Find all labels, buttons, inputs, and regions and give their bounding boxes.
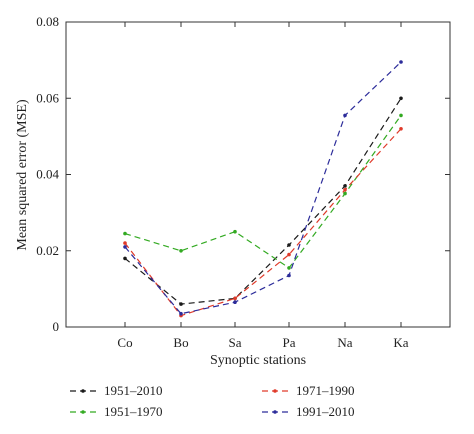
data-point <box>233 229 237 234</box>
series-4 <box>123 60 403 316</box>
y-tick-label: 0.08 <box>36 14 59 29</box>
series-layer <box>123 60 403 318</box>
y-tick-label: 0.06 <box>36 90 59 105</box>
legend-item: 1951–2010 <box>70 383 163 398</box>
legend-label: 1971–1990 <box>296 383 355 398</box>
y-axis-title: Mean squared error (MSE) <box>15 99 30 251</box>
data-point <box>179 249 183 253</box>
x-axis: Co Bo Sa Pa Na Ka <box>117 22 409 350</box>
data-point <box>399 127 403 131</box>
x-tick-label: Ka <box>393 335 408 350</box>
legend: 1951–2010 1951–1970 1971–1990 1991–2010 <box>70 383 355 419</box>
data-point <box>123 231 127 236</box>
legend-marker <box>81 389 85 393</box>
x-tick-label: Na <box>337 335 352 350</box>
data-point <box>233 296 237 301</box>
x-tick-label: Bo <box>173 335 188 350</box>
x-tick-label: Sa <box>229 335 242 350</box>
y-tick-label: 0.02 <box>36 243 59 258</box>
legend-marker <box>273 389 277 393</box>
legend-item: 1971–1990 <box>262 383 355 398</box>
x-tick-label: Pa <box>283 335 296 350</box>
data-point <box>399 60 403 64</box>
y-tick-label: 0 <box>53 319 60 334</box>
legend-marker <box>273 410 277 414</box>
data-point <box>399 96 403 101</box>
x-axis-title: Synoptic stations <box>210 353 306 368</box>
data-point <box>123 256 127 261</box>
data-point <box>123 241 127 245</box>
data-point <box>343 184 347 188</box>
series-line <box>124 128 402 317</box>
series-line <box>124 115 402 269</box>
series-2 <box>123 113 403 270</box>
legend-marker <box>81 410 85 414</box>
legend-label: 1991–2010 <box>296 404 355 419</box>
series-line <box>124 61 402 315</box>
data-point <box>343 188 347 192</box>
data-point <box>287 273 291 278</box>
data-point <box>343 113 347 118</box>
legend-label: 1951–1970 <box>104 404 163 419</box>
series-line <box>124 97 402 305</box>
data-point <box>179 311 183 316</box>
plot-frame <box>65 21 451 328</box>
data-point <box>399 113 403 118</box>
legend-label: 1951–2010 <box>104 383 163 398</box>
x-tick-label: Co <box>117 335 132 350</box>
data-point <box>123 245 127 249</box>
y-tick-label: 0.04 <box>36 167 59 182</box>
data-point <box>287 243 291 247</box>
series-1 <box>123 96 403 306</box>
y-axis: 0 0.02 0.04 0.06 0.08 <box>36 14 450 334</box>
legend-item: 1951–1970 <box>70 404 163 419</box>
data-point <box>287 266 291 270</box>
data-point <box>233 300 237 305</box>
data-point <box>179 302 183 306</box>
legend-item: 1991–2010 <box>262 404 355 419</box>
data-point <box>343 191 347 196</box>
data-point <box>287 252 291 257</box>
